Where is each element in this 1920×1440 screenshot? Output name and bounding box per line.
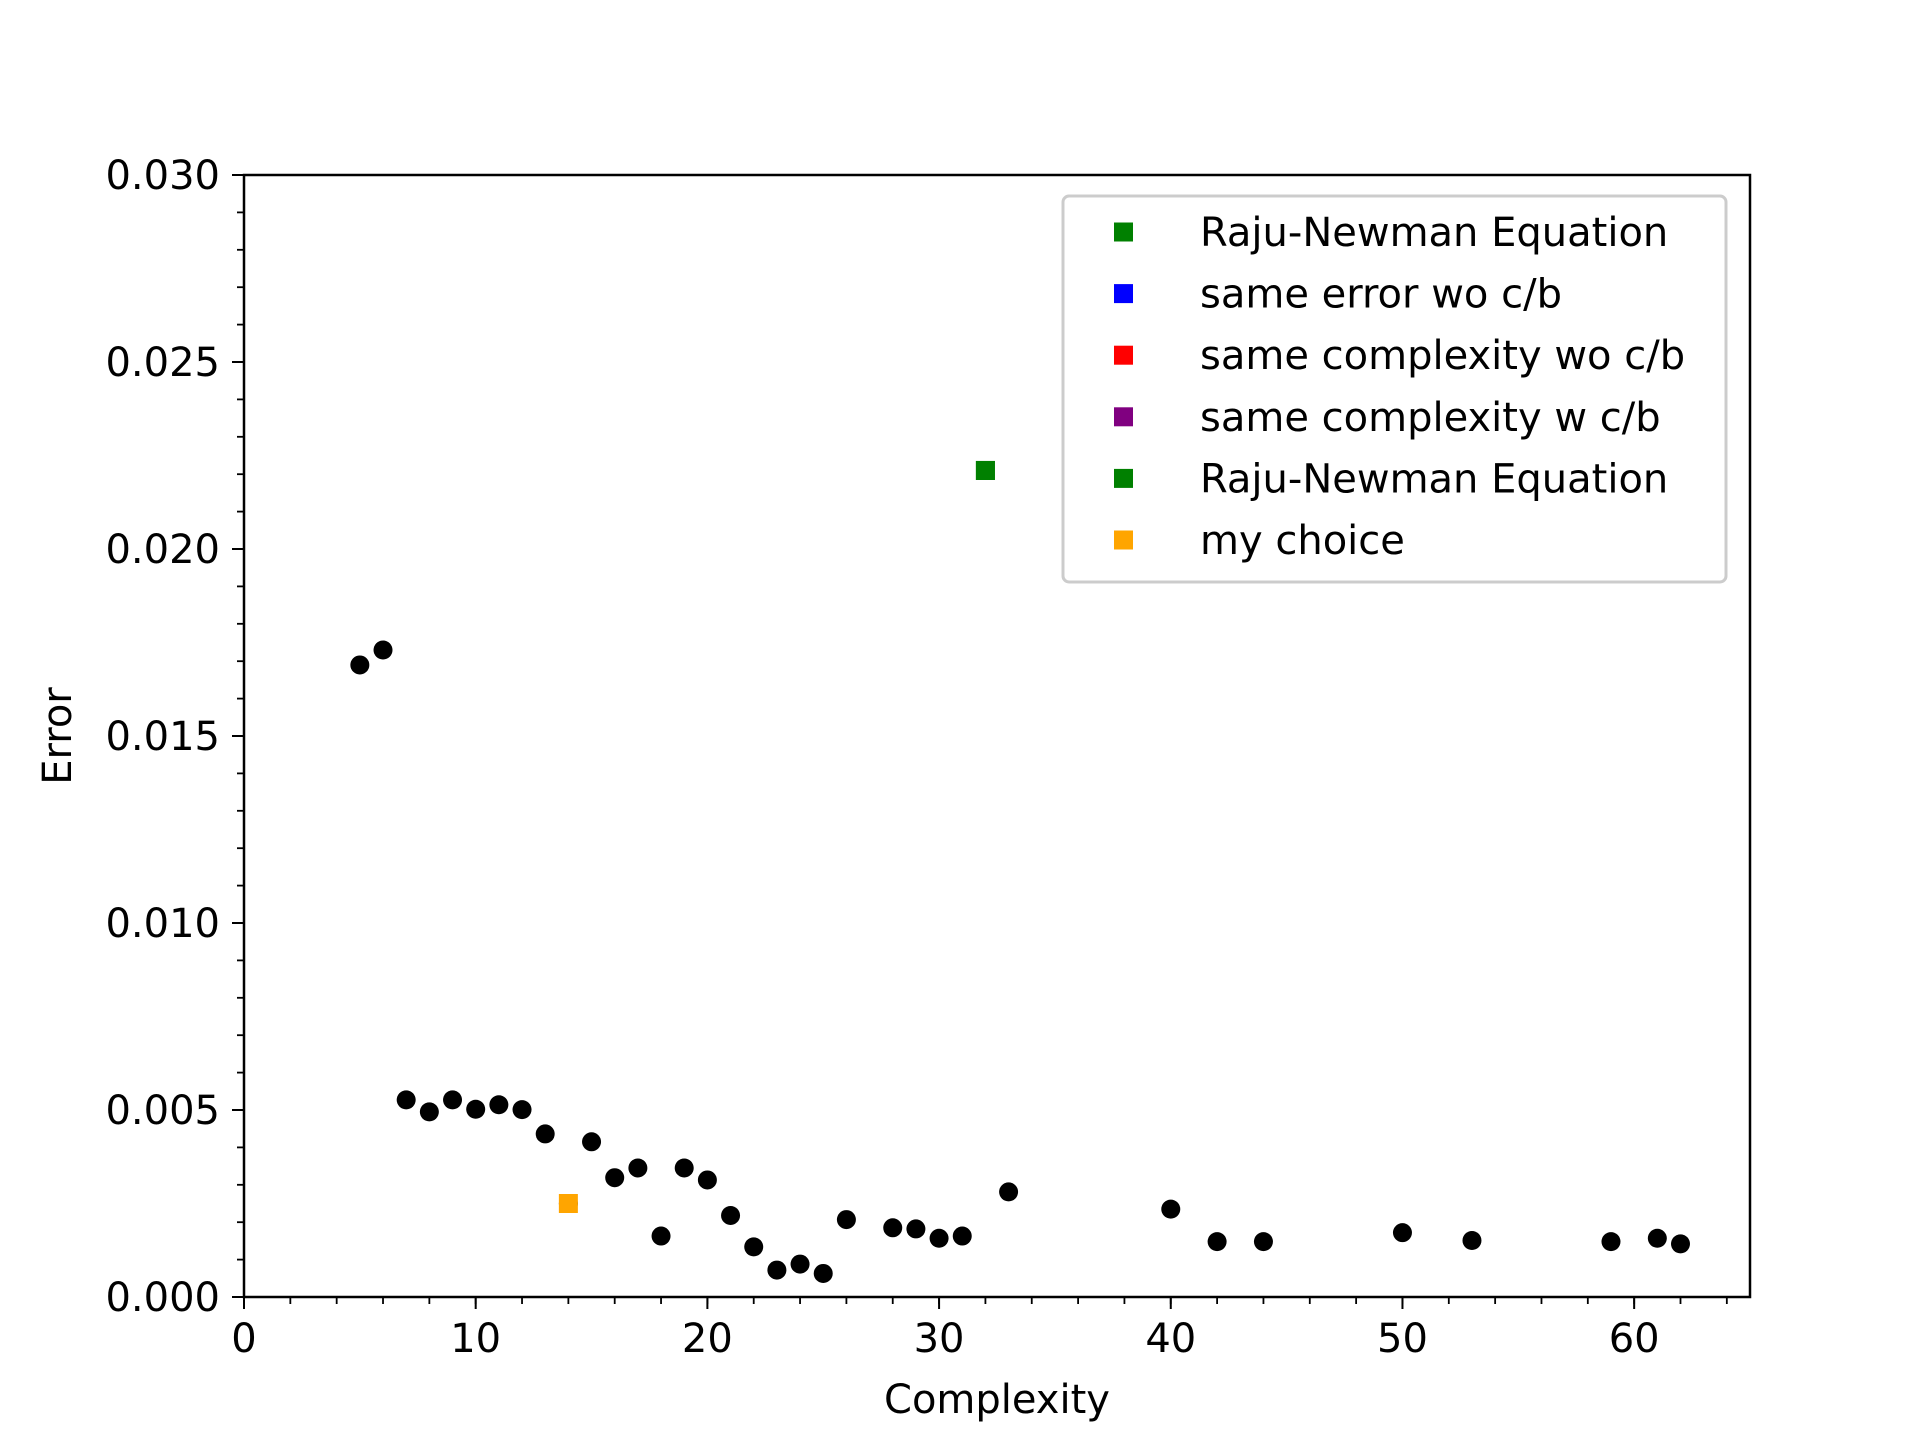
legend-marker bbox=[1114, 530, 1133, 550]
legend-label: same error wo c/b bbox=[1200, 272, 1562, 318]
y-axis-label: Error bbox=[35, 687, 81, 785]
y-tick-label: 0.020 bbox=[105, 527, 220, 573]
data-point bbox=[466, 1099, 486, 1119]
data-point bbox=[512, 1100, 532, 1120]
legend: Raju-Newman Equation same error wo c/b sam… bbox=[1061, 194, 1728, 584]
legend-label: same complexity w c/b bbox=[1200, 395, 1661, 441]
data-point bbox=[999, 1182, 1019, 1202]
data-point bbox=[767, 1260, 787, 1280]
legend-marker bbox=[1114, 345, 1133, 365]
data-point bbox=[443, 1090, 463, 1110]
y-axis-ticks: 0.000 0.005 0.010 0.015 0.020 0.025 0.030 bbox=[105, 153, 244, 1321]
legend-label: my choice bbox=[1200, 518, 1405, 564]
data-point bbox=[790, 1254, 810, 1274]
x-tick-label: 10 bbox=[450, 1316, 501, 1362]
data-point bbox=[697, 1170, 717, 1190]
data-point-square bbox=[975, 460, 995, 480]
data-points bbox=[350, 460, 1690, 1283]
data-point bbox=[674, 1158, 694, 1178]
data-point bbox=[906, 1219, 926, 1239]
legend-label: Raju-Newman Equation bbox=[1200, 210, 1668, 256]
y-tick-label: 0.030 bbox=[105, 153, 220, 199]
data-point bbox=[396, 1090, 416, 1110]
data-point bbox=[1161, 1199, 1181, 1219]
y-tick-label: 0.015 bbox=[105, 714, 220, 760]
data-point-square bbox=[558, 1194, 578, 1213]
x-tick-label: 60 bbox=[1609, 1316, 1660, 1362]
data-point bbox=[1601, 1232, 1621, 1252]
x-tick-label: 50 bbox=[1377, 1316, 1428, 1362]
data-point bbox=[1670, 1234, 1690, 1254]
x-axis-label: Complexity bbox=[884, 1377, 1110, 1423]
data-point bbox=[489, 1095, 509, 1115]
data-point bbox=[952, 1226, 972, 1246]
legend-label: Raju-Newman Equation bbox=[1200, 456, 1668, 502]
legend-label: same complexity wo c/b bbox=[1200, 333, 1685, 379]
data-point bbox=[1462, 1231, 1482, 1251]
y-tick-label: 0.005 bbox=[105, 1088, 220, 1134]
data-point bbox=[883, 1218, 903, 1238]
data-point bbox=[721, 1205, 741, 1225]
x-tick-label: 30 bbox=[914, 1316, 965, 1362]
legend-marker bbox=[1114, 407, 1133, 427]
legend-box bbox=[1061, 194, 1728, 584]
y-tick-label: 0.025 bbox=[105, 340, 220, 386]
x-tick-label: 20 bbox=[682, 1316, 733, 1362]
data-point bbox=[813, 1263, 833, 1283]
data-point bbox=[744, 1237, 764, 1257]
legend-marker bbox=[1114, 222, 1133, 242]
data-point bbox=[1647, 1228, 1667, 1248]
x-axis-ticks: 0 10 20 30 40 50 60 bbox=[231, 1297, 1660, 1362]
y-tick-label: 0.010 bbox=[105, 901, 220, 947]
data-point bbox=[582, 1132, 602, 1152]
data-point bbox=[535, 1124, 555, 1144]
data-point bbox=[651, 1226, 671, 1246]
data-point bbox=[350, 655, 370, 675]
data-point bbox=[836, 1210, 856, 1230]
plot-frame bbox=[242, 173, 1752, 1299]
legend-marker bbox=[1114, 284, 1133, 304]
data-point bbox=[605, 1168, 625, 1188]
data-point bbox=[1392, 1223, 1412, 1243]
x-tick-label: 40 bbox=[1145, 1316, 1196, 1362]
data-point bbox=[929, 1228, 949, 1248]
x-tick-label: 0 bbox=[231, 1316, 256, 1362]
legend-marker bbox=[1114, 468, 1133, 488]
data-point bbox=[628, 1158, 648, 1178]
data-point bbox=[419, 1102, 439, 1122]
data-point bbox=[373, 640, 393, 660]
data-point bbox=[1207, 1232, 1227, 1252]
data-point bbox=[1253, 1232, 1273, 1252]
y-tick-label: 0.000 bbox=[105, 1275, 220, 1321]
